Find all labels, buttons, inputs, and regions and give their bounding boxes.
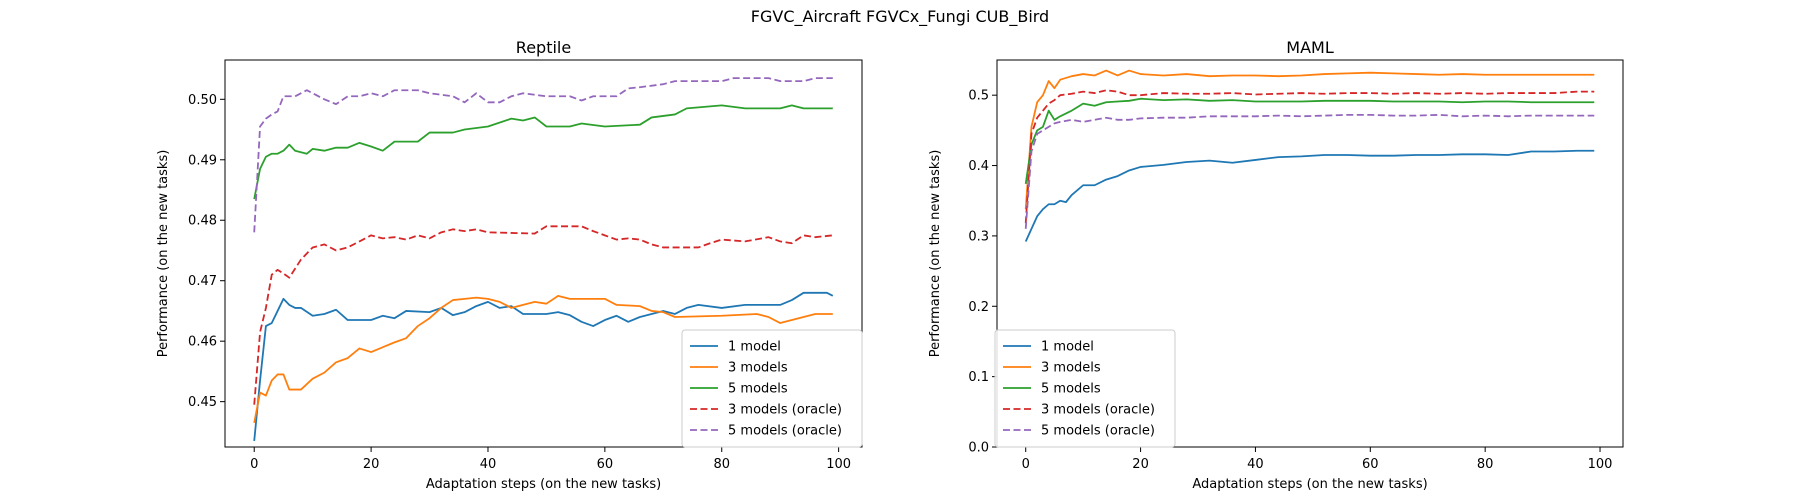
- legend-label: 3 models (oracle): [1041, 403, 1155, 418]
- series-line-3: [253, 104, 833, 200]
- y-tick-label: 0.1: [968, 370, 989, 385]
- x-tick-label: 60: [597, 457, 614, 472]
- legend-label: 3 models (oracle): [728, 403, 842, 418]
- y-tick-label: 0.3: [968, 229, 989, 244]
- y-tick-label: 0.0: [968, 441, 989, 456]
- series-line-2: [253, 294, 833, 423]
- y-tick-label: 0.49: [188, 153, 217, 168]
- series-line-1: [253, 291, 834, 442]
- x-tick-label: 0: [1022, 457, 1030, 472]
- panel-title: MAML: [1286, 38, 1334, 57]
- legend-label: 5 models: [1041, 382, 1101, 397]
- x-tick-label: 20: [1132, 457, 1149, 472]
- series-line-4: [253, 225, 833, 405]
- plot-frame: [224, 59, 863, 448]
- legend: 1 model 3 models 5 models 3 models (oracle)…: [681, 329, 863, 448]
- legend-label: 1 model: [728, 340, 781, 355]
- legend-label: 5 models: [728, 382, 788, 397]
- y-tick-label: 0.46: [188, 335, 217, 350]
- legend-label: 1 model: [1041, 340, 1094, 355]
- x-tick-label: 100: [826, 457, 851, 472]
- x-tick-label: 40: [1247, 457, 1264, 472]
- series-group: [1024, 69, 1595, 242]
- plot-frame: [996, 59, 1624, 448]
- panel-maml: MAML 0 20 40 60 80 100 0.0 0.1 0.2 0.3 0.4 0.5 Adapta…: [928, 38, 1624, 492]
- y-tick-label: 0.47: [188, 274, 217, 289]
- x-axis-label: Adaptation steps (on the new tasks): [1192, 477, 1427, 492]
- series-line-5: [253, 77, 833, 233]
- legend: 1 model 3 models 5 models 3 models (oracle)…: [994, 329, 1176, 448]
- legend-label: 3 models: [1041, 361, 1101, 376]
- y-tick-label: 0.2: [968, 300, 989, 315]
- legend-box: [681, 329, 863, 448]
- y-tick-label: 0.45: [188, 395, 217, 410]
- x-tick-label: 20: [363, 457, 380, 472]
- y-tick-label: 0.50: [188, 93, 217, 108]
- legend-label: 5 models (oracle): [1041, 424, 1155, 439]
- legend-label: 5 models (oracle): [728, 424, 842, 439]
- legend-box: [994, 329, 1176, 448]
- legend-label: 3 models: [728, 361, 788, 376]
- x-tick-label: 80: [1477, 457, 1494, 472]
- y-axis-label: Performance (on the new tasks): [928, 150, 943, 358]
- series-group: [253, 77, 834, 442]
- panel-title: Reptile: [516, 38, 571, 57]
- series-line-3: [1024, 97, 1595, 184]
- series-line-2: [1024, 69, 1595, 210]
- x-tick-label: 60: [1362, 457, 1379, 472]
- figure-suptitle: FGVC_Aircraft FGVCx_Fungi CUB_Bird: [751, 7, 1049, 27]
- y-axis-label: Performance (on the new tasks): [156, 150, 171, 358]
- y-tick-label: 0.4: [968, 159, 989, 174]
- y-tick-label: 0.48: [188, 214, 217, 229]
- x-tick-label: 0: [250, 457, 258, 472]
- x-axis-label: Adaptation steps (on the new tasks): [426, 477, 661, 492]
- x-tick-label: 80: [713, 457, 730, 472]
- panel-reptile: Reptile 0 20 40 60 80 100 0.45 0.46 0.47 0.48 0.49 0…: [156, 38, 863, 492]
- series-line-5: [1024, 113, 1595, 229]
- x-tick-label: 40: [480, 457, 497, 472]
- series-line-1: [1024, 149, 1595, 242]
- x-tick-label: 100: [1588, 457, 1613, 472]
- y-tick-label: 0.5: [968, 89, 989, 104]
